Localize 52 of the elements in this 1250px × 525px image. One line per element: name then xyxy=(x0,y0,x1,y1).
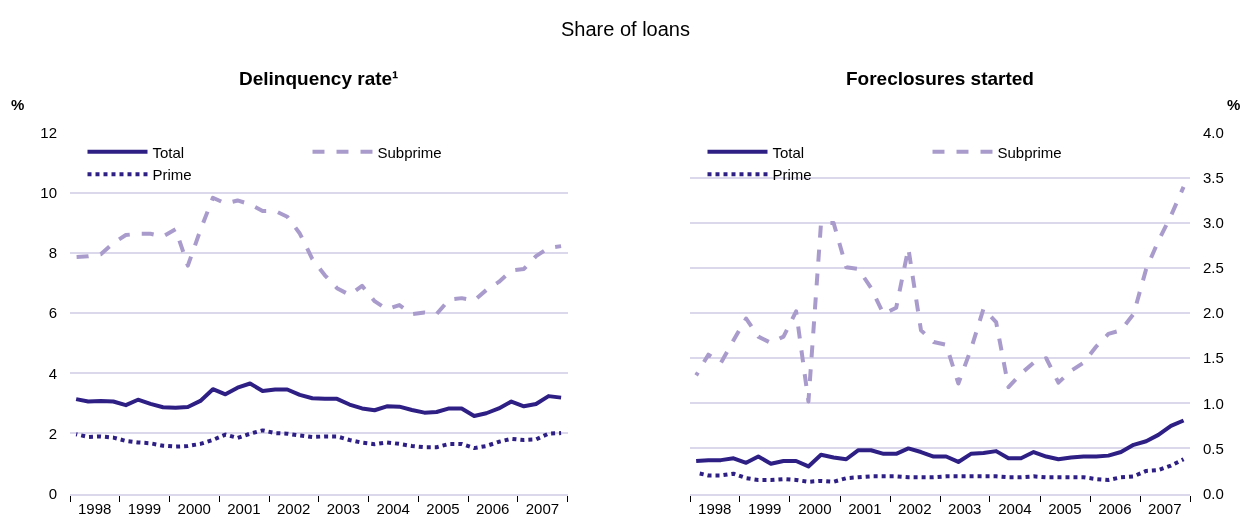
y-tick-label: 2 xyxy=(48,424,57,442)
y-tick-label: 0 xyxy=(48,484,57,502)
text: Share of loans xyxy=(561,18,690,40)
y-tick-label: 0.0 xyxy=(1203,484,1224,502)
y-axis-title: % xyxy=(1227,96,1241,113)
y-tick-label: 1.0 xyxy=(1203,394,1224,412)
legend-label: Subprime xyxy=(377,143,442,161)
x-tick-label: 2004 xyxy=(376,499,410,517)
x-tick-label: 2001 xyxy=(227,499,261,517)
legend-label: Total xyxy=(772,143,805,161)
y-tick-label: 2.0 xyxy=(1203,304,1224,322)
x-tick-label: 2006 xyxy=(1098,499,1132,517)
x-tick-label: 2002 xyxy=(898,499,932,517)
y-tick-label: 0.5 xyxy=(1203,439,1224,457)
x-tick-label: 1998 xyxy=(77,499,112,517)
legend-label: Prime xyxy=(152,166,192,184)
y-tick-label: 12 xyxy=(40,124,57,142)
x-tick-label: 1999 xyxy=(127,499,162,517)
x-tick-label: 1999 xyxy=(748,499,782,517)
line-series xyxy=(694,184,1186,404)
x-tick-label: 2007 xyxy=(1148,499,1182,517)
x-tick-label: 2003 xyxy=(326,499,361,517)
legend-label: Subprime xyxy=(997,143,1062,161)
legend-label: Prime xyxy=(772,166,812,184)
x-tick-label: 2005 xyxy=(1048,499,1082,517)
x-tick-label: 2002 xyxy=(276,499,311,517)
x-tick-label: 2004 xyxy=(998,499,1032,517)
y-tick-label: 10 xyxy=(40,184,57,202)
legend-label: Total xyxy=(152,143,185,161)
y-axis-title: % xyxy=(11,96,25,113)
y-tick-label: 6 xyxy=(48,304,57,322)
y-tick-label: 2.5 xyxy=(1203,259,1224,277)
x-tick-label: 2000 xyxy=(798,499,832,517)
line-series xyxy=(694,418,1186,469)
y-tick-label: 4 xyxy=(48,364,57,382)
x-tick-label: 2000 xyxy=(177,499,211,517)
y-tick-label: 3.5 xyxy=(1203,169,1224,187)
y-tick-label: 4.0 xyxy=(1203,124,1224,142)
x-tick-label: 2001 xyxy=(848,499,882,517)
x-tick-label: 2007 xyxy=(525,499,560,517)
y-tick-label: 8 xyxy=(48,244,57,262)
line-series xyxy=(74,428,564,451)
x-tick-label: 2006 xyxy=(476,499,510,517)
x-tick-label: 1998 xyxy=(698,499,732,517)
line-series xyxy=(74,381,564,418)
x-tick-label: 2003 xyxy=(948,499,982,517)
y-tick-label: 3.0 xyxy=(1203,214,1224,232)
chart-title: Foreclosures started xyxy=(846,68,1034,89)
line-series xyxy=(74,195,564,317)
x-tick-label: 2005 xyxy=(426,499,460,517)
chart-title: Delinquency rate¹ xyxy=(239,68,399,89)
y-tick-label: 1.5 xyxy=(1203,349,1224,367)
